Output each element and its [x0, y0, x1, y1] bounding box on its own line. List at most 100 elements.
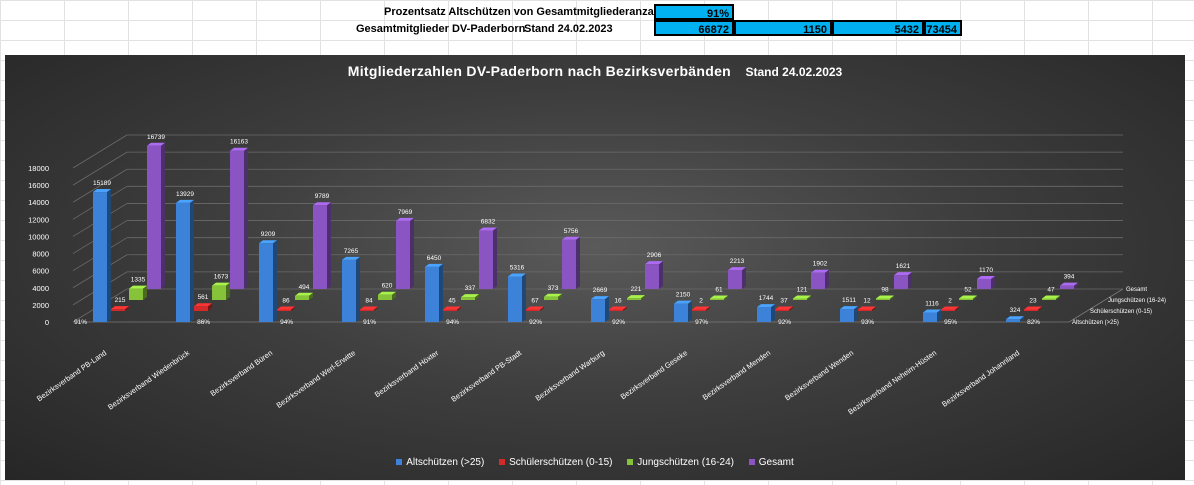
bar-side	[605, 296, 609, 322]
bar-schuelerschuetzen	[858, 309, 872, 311]
percent-value-cell[interactable]: 91%	[654, 4, 734, 20]
bar-side	[937, 309, 941, 322]
data-label: 561	[198, 294, 209, 301]
bar-top	[977, 275, 995, 279]
bar-schuelerschuetzen	[360, 309, 374, 311]
bar-schuelerschuetzen	[277, 309, 291, 311]
data-label: 67	[531, 298, 539, 305]
y-tick-label: 14000	[28, 198, 49, 207]
bar-top	[360, 306, 378, 310]
bar-top	[526, 306, 544, 310]
bar-schuelerschuetzen	[692, 309, 706, 311]
bar-side	[291, 306, 295, 311]
bar-schuelerschuetzen	[194, 306, 208, 311]
bar-top	[461, 294, 479, 298]
bar-top	[176, 199, 194, 203]
bar-top	[591, 296, 609, 300]
data-label: 620	[382, 283, 393, 290]
bar-side	[890, 295, 894, 300]
data-label: 1902	[813, 261, 828, 268]
bar-side	[724, 295, 728, 300]
legend-swatch-gesamt	[748, 459, 755, 466]
data-label: 394	[1064, 274, 1075, 281]
total-jungschuetzen-cell[interactable]: 5432	[832, 20, 924, 36]
bar-side	[107, 189, 111, 322]
category-label: Bezirksverband Wenden	[783, 348, 855, 402]
bar-side	[190, 199, 194, 322]
bar-top	[259, 240, 277, 244]
total-schuelerschuetzen-cell[interactable]: 1150	[734, 20, 832, 36]
bar-gesamt	[562, 239, 576, 289]
bar-side	[1056, 295, 1060, 300]
bar-side	[623, 306, 627, 311]
bar-side	[273, 240, 277, 322]
bar-top	[757, 304, 775, 308]
bar-altschuetzen	[176, 202, 190, 322]
category-label: Bezirksverband Menden	[701, 348, 772, 402]
bar-side	[208, 303, 212, 311]
category-label: Bezirksverband PB-Stadt	[449, 348, 524, 404]
y-tick-label: 0	[45, 318, 49, 327]
bar-side	[327, 202, 331, 289]
bar-schuelerschuetzen	[941, 309, 955, 311]
data-label: 52	[964, 287, 972, 294]
category-label: Bezirksverband Johannland	[940, 348, 1021, 408]
bar-side	[439, 263, 443, 322]
bar-schuelerschuetzen	[775, 309, 789, 311]
data-label: 5316	[510, 265, 525, 272]
chart-title-block: Mitgliederzahlen DV-Paderborn nach Bezir…	[5, 63, 1185, 81]
percent-label: 95%	[944, 319, 957, 326]
total-gesamt-cell[interactable]: 73454	[924, 20, 962, 36]
bar-altschuetzen	[591, 299, 605, 322]
data-label: 9789	[315, 193, 330, 200]
y-tick-label: 4000	[32, 284, 49, 293]
bar-schuelerschuetzen	[111, 309, 125, 311]
bar-top	[840, 306, 858, 310]
percent-label: 93%	[861, 319, 874, 326]
data-label: 2	[699, 298, 703, 305]
percent-label: 86%	[197, 319, 210, 326]
bar-gesamt	[894, 275, 908, 289]
bar-side	[659, 261, 663, 289]
bar-top	[692, 306, 710, 310]
bar-jungschuetzen	[710, 298, 724, 300]
bar-side	[125, 306, 129, 311]
bar-top	[230, 147, 248, 151]
bar-side	[493, 227, 497, 289]
bar-schuelerschuetzen	[609, 309, 623, 311]
bar-chart-3d: 0 2000 4000 6000 8000 10000 12000 14000 16000 180…	[28, 134, 1166, 417]
percent-label: 94%	[280, 319, 293, 326]
total-members-label: Gesamtmitglieder DV-Paderborn	[356, 23, 526, 35]
data-label: 1335	[131, 277, 146, 284]
bar-top	[793, 295, 811, 299]
bar-side	[789, 306, 793, 311]
bar-top	[378, 291, 396, 295]
bar-side	[226, 282, 230, 300]
y-tick-label: 6000	[32, 267, 49, 276]
data-label: 1511	[842, 297, 856, 304]
bar-gesamt	[147, 145, 161, 289]
data-label: 5756	[564, 228, 579, 235]
bar-altschuetzen	[923, 312, 937, 322]
percent-label: Prozentsatz Altschützen von Gesamtmitgli…	[384, 6, 664, 18]
chart-area[interactable]: 0 2000 4000 6000 8000 10000 12000 14000 16000 180…	[5, 55, 1185, 480]
data-label: 37	[780, 298, 788, 305]
bar-top	[93, 189, 111, 193]
bar-top	[710, 295, 728, 299]
data-label: 15189	[93, 180, 111, 187]
bar-top	[443, 306, 461, 310]
bar-side	[991, 275, 995, 289]
legend-label-jungschuetzen: Jungschützen (16-24)	[637, 457, 734, 468]
bar-top	[479, 227, 497, 231]
bar-side	[309, 292, 313, 300]
grid-depth-line	[72, 134, 128, 169]
percent-label: 94%	[446, 319, 459, 326]
bar-top	[674, 300, 692, 304]
bar-top	[396, 217, 414, 221]
bar-top	[342, 256, 360, 260]
bar-top	[923, 309, 941, 313]
bar-side	[457, 306, 461, 311]
total-altschuetzen-cell[interactable]: 66872	[654, 20, 734, 36]
bar-top	[194, 303, 212, 307]
category-label: Bezirksverband Werl-Erwitte	[275, 348, 358, 410]
